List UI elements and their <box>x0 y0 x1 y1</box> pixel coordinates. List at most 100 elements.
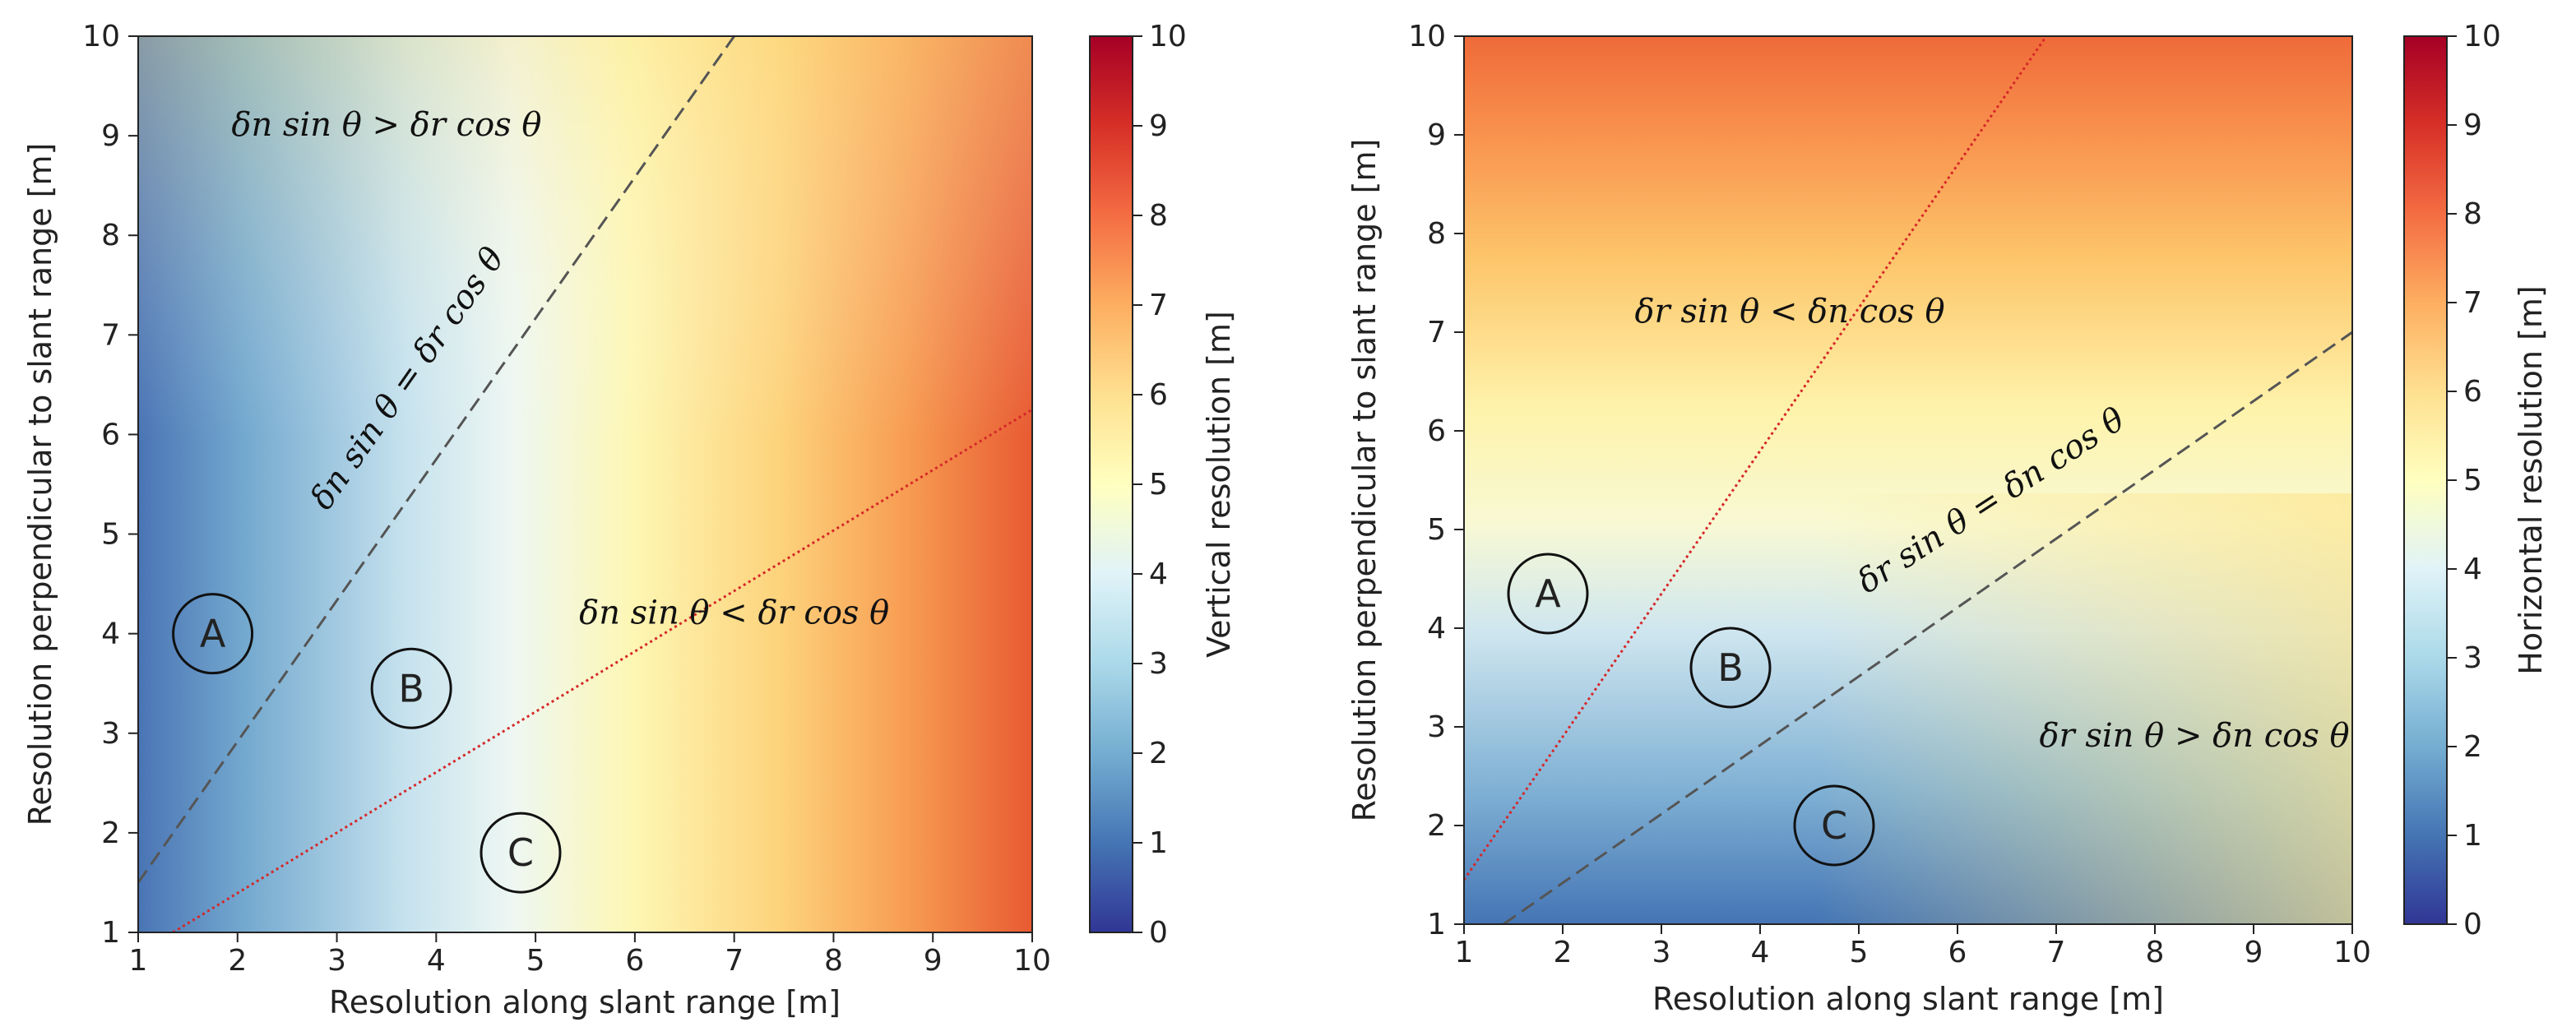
plot-frame <box>137 35 1033 933</box>
colorbar-tick-label: 2 <box>1149 737 1168 770</box>
region-label: B <box>398 666 424 710</box>
y-tick-label: 5 <box>101 518 120 552</box>
right-panel-lines <box>1464 36 2352 924</box>
colorbar-tick-label: 6 <box>2463 375 2482 409</box>
colorbar-label: Vertical resolution [m] <box>1201 311 1237 658</box>
x-tick-label: 9 <box>924 944 943 978</box>
region-label: C <box>507 830 534 875</box>
x-tick-label: 8 <box>2146 936 2165 969</box>
x-tick-label: 7 <box>2047 936 2066 969</box>
y-axis-label: Resolution perpendicular to slant range … <box>22 143 58 826</box>
region-condition-annotation: δn sin θ > δr cos θ <box>231 106 541 144</box>
y-tick-label: 6 <box>1427 414 1446 448</box>
colorbar-ticks: 0 1 2 3 4 5 6 7 8 9 10 <box>2447 20 2501 941</box>
region-condition-annotation: δn sin θ < δr cos θ <box>579 594 889 632</box>
x-tick-label: 1 <box>129 944 148 978</box>
boundary-dashed-line <box>138 36 735 884</box>
region-marker-circle <box>370 647 452 729</box>
x-tick-label: 1 <box>1455 936 1474 969</box>
colorbar-tick-label: 4 <box>2463 553 2482 586</box>
y-tick-label: 4 <box>101 617 120 651</box>
colorbar-tick-label: 6 <box>1149 378 1168 412</box>
colorbar-tick-label: 8 <box>1149 199 1168 233</box>
x-tick-label: 5 <box>1850 936 1869 969</box>
colorbar-tick-label: 5 <box>2463 464 2482 497</box>
y-tick-label: 3 <box>101 717 120 751</box>
colorbar-tick-label: 1 <box>2463 819 2482 853</box>
colorbar-gradient <box>1089 35 1133 933</box>
x-tick-label: 4 <box>427 944 446 978</box>
y-tick-label: 7 <box>101 318 120 352</box>
colorbar-tick-label: 0 <box>2463 908 2482 941</box>
heatmap-right-warm-shade <box>1464 493 2352 924</box>
boundary-red-dotted-line <box>1464 36 2048 881</box>
x-tick-label: 6 <box>625 944 644 978</box>
plot-frame <box>1463 35 2353 925</box>
y-tick-label: 1 <box>101 916 120 950</box>
x-axis-label: Resolution along slant range [m] <box>1652 981 2164 1017</box>
region-marker-circle <box>172 593 254 675</box>
x-tick-label: 2 <box>228 944 247 978</box>
region-condition-annotation: δr sin θ > δn cos θ <box>2039 717 2349 755</box>
x-tick-label: 10 <box>1013 944 1051 978</box>
left-panel-axes: 1 2 3 4 5 6 7 8 9 10 1 2 3 4 5 6 7 8 9 10 <box>82 20 1051 978</box>
left-panel: δn sin θ > δr cos θδn sin θ = δr cos θδn… <box>22 20 1051 1020</box>
y-tick-label: 10 <box>82 20 120 53</box>
x-tick-label: 9 <box>2245 936 2263 969</box>
y-tick-label: 8 <box>101 219 120 252</box>
colorbar-tick-label: 8 <box>2463 197 2482 231</box>
right-panel: δr sin θ < δn cos θδr sin θ = δn cos θδr… <box>1346 20 2371 1017</box>
colorbar-tick-label: 7 <box>2463 286 2482 320</box>
colorbar-tick-label: 1 <box>1149 826 1168 860</box>
x-tick-label: 3 <box>1652 936 1671 969</box>
x-tick-label: 10 <box>2333 936 2371 969</box>
y-tick-label: 2 <box>1427 809 1446 843</box>
y-tick-label: 9 <box>1427 118 1446 152</box>
boundary-red-dotted-line <box>172 408 1032 932</box>
colorbar-gradient <box>2403 35 2448 925</box>
colorbar-tick-label: 10 <box>2463 20 2501 53</box>
region-marker-circle <box>1689 627 1772 709</box>
x-axis-label: Resolution along slant range [m] <box>329 984 841 1020</box>
region-label: C <box>1821 803 1847 848</box>
y-tick-label: 10 <box>1408 20 1446 53</box>
colorbar-tick-label: 2 <box>2463 730 2482 764</box>
x-tick-label: 5 <box>526 944 545 978</box>
right-colorbar: 0 1 2 3 4 5 6 7 8 9 10 Horizontal resolution [m] <box>2403 20 2549 941</box>
region-marker-circle <box>1507 553 1589 635</box>
colorbar-tick-label: 5 <box>1149 468 1168 502</box>
y-tick-label: 9 <box>101 119 120 153</box>
left-panel-lines <box>138 36 1032 932</box>
colorbar-tick-label: 3 <box>2463 641 2482 675</box>
y-tick-label: 7 <box>1427 316 1446 349</box>
colorbar-tick-label: 4 <box>1149 557 1168 591</box>
y-tick-label: 4 <box>1427 612 1446 645</box>
region-label: B <box>1717 645 1744 690</box>
heatmap-top-warm-shade <box>138 36 1032 932</box>
x-tick-label: 3 <box>327 944 346 978</box>
region-marker-circle <box>480 812 562 894</box>
y-tick-label: 3 <box>1427 710 1446 744</box>
colorbar-ticks: 0 1 2 3 4 5 6 7 8 9 10 <box>1133 20 1187 950</box>
x-tick-label: 2 <box>1554 936 1573 969</box>
left-colorbar: 0 1 2 3 4 5 6 7 8 9 10 Vertical resolution [m] <box>1089 20 1237 950</box>
colorbar-tick-label: 9 <box>2463 109 2482 142</box>
y-tick-label: 1 <box>1427 908 1446 941</box>
y-tick-label: 2 <box>101 816 120 850</box>
y-tick-label: 5 <box>1427 513 1446 547</box>
y-axis-label: Resolution perpendicular to slant range … <box>1346 139 1383 822</box>
colorbar-tick-label: 0 <box>1149 916 1168 950</box>
region-label: A <box>200 612 226 656</box>
colorbar-tick-label: 7 <box>1149 289 1168 322</box>
x-tick-label: 8 <box>824 944 843 978</box>
x-tick-label: 6 <box>1948 936 1967 969</box>
colorbar-tick-label: 3 <box>1149 647 1168 681</box>
y-tick-label: 8 <box>1427 217 1446 251</box>
region-marker-circle <box>1793 784 1875 867</box>
x-tick-label: 7 <box>725 944 744 978</box>
boundary-dashed-line <box>1503 331 2352 924</box>
right-panel-axes: 1 2 3 4 5 6 7 8 9 10 1 2 3 4 5 6 7 8 9 10 <box>1408 20 2371 969</box>
region-label: A <box>1535 571 1561 616</box>
region-condition-annotation: δr sin θ < δn cos θ <box>1634 293 1944 331</box>
